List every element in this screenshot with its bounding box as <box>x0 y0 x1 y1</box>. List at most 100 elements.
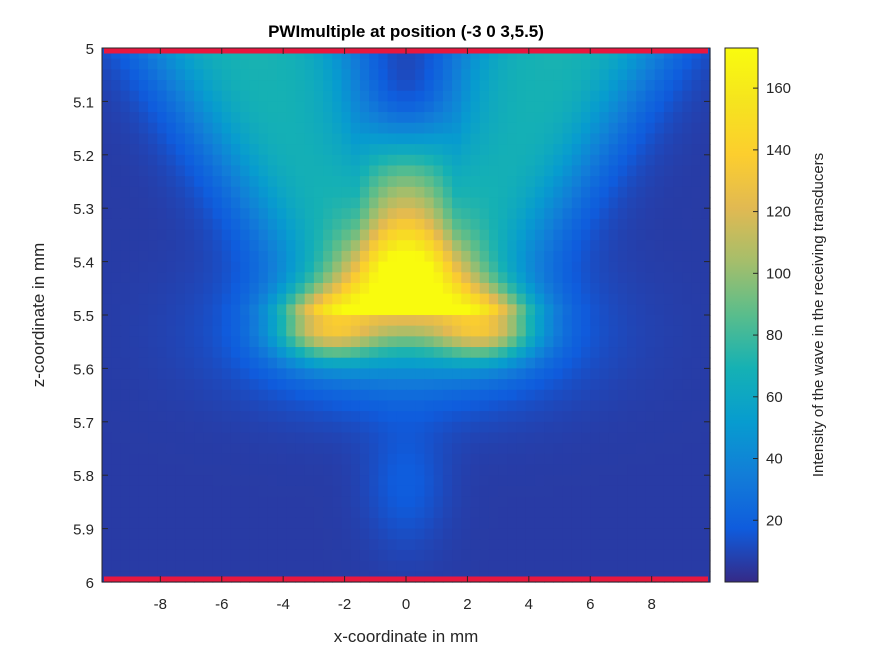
heatmap-cell <box>194 165 204 177</box>
colorbar-tick-label: 80 <box>766 327 783 344</box>
heatmap-cell <box>571 411 582 423</box>
heatmap-cell <box>553 282 564 295</box>
heatmap-cell <box>102 272 112 284</box>
heatmap-cell <box>175 304 186 316</box>
heatmap-cell <box>479 453 490 466</box>
heatmap-cell <box>148 549 158 562</box>
heatmap-cell <box>571 421 582 434</box>
heatmap-cell <box>534 240 545 252</box>
heatmap-cell <box>433 528 444 540</box>
heatmap-cell <box>479 250 490 263</box>
heatmap-cell <box>396 272 407 284</box>
heatmap-cell <box>341 122 352 135</box>
heatmap-cell <box>341 90 352 102</box>
heatmap-cell <box>120 315 131 327</box>
heatmap-cell <box>277 112 287 124</box>
heatmap-cell <box>341 400 352 412</box>
heatmap-cell <box>341 517 352 530</box>
heatmap-cell <box>378 485 389 498</box>
heatmap-cell <box>581 421 591 434</box>
heatmap-cell <box>461 400 472 412</box>
heatmap-cell <box>691 144 702 156</box>
heatmap-cell <box>581 336 591 348</box>
heatmap-cell <box>267 421 278 434</box>
heatmap-cell <box>525 443 536 455</box>
heatmap-cell <box>267 389 278 402</box>
heatmap-cell <box>138 507 149 519</box>
heatmap-cell <box>645 240 656 252</box>
heatmap-cell <box>691 443 702 455</box>
heatmap-cell <box>636 261 647 273</box>
heatmap-cell <box>194 411 204 423</box>
heatmap-cell <box>562 464 573 476</box>
heatmap-cell <box>138 176 149 188</box>
heatmap-cell <box>129 218 140 231</box>
heatmap-cell <box>258 186 269 199</box>
heatmap-cell <box>479 528 490 540</box>
heatmap-cell <box>654 325 665 337</box>
heatmap-cell <box>304 421 315 434</box>
heatmap-cell <box>608 528 619 540</box>
heatmap-cell <box>590 560 601 572</box>
heatmap-cell <box>691 432 702 444</box>
heatmap-cell <box>617 357 628 369</box>
heatmap-cell <box>691 229 702 241</box>
heatmap-cell <box>645 432 656 444</box>
heatmap-cell <box>433 58 444 70</box>
heatmap-cell <box>433 186 444 199</box>
heatmap-cell <box>608 69 619 81</box>
heatmap-cell <box>396 475 407 487</box>
heatmap-cell <box>304 453 315 466</box>
heatmap-cell <box>488 165 499 177</box>
heatmap-cell <box>203 80 214 92</box>
heatmap-cell <box>442 58 453 70</box>
heatmap-cell <box>581 549 591 562</box>
heatmap-cell <box>157 507 168 519</box>
heatmap-cell <box>599 379 610 391</box>
heatmap-cell <box>562 240 573 252</box>
heatmap-cell <box>406 90 416 102</box>
heatmap-cell <box>138 411 149 423</box>
heatmap-cell <box>663 154 674 167</box>
heatmap-cell <box>673 240 683 252</box>
heatmap-cell <box>461 507 472 519</box>
heatmap-cell <box>553 250 564 263</box>
heatmap-cell <box>581 154 591 167</box>
heatmap-cell <box>525 250 536 263</box>
heatmap-cell <box>286 240 297 252</box>
heatmap-cell <box>323 250 333 263</box>
heatmap-cell <box>534 453 545 466</box>
heatmap-cell <box>645 475 656 487</box>
heatmap-cell <box>599 218 610 231</box>
heatmap-cell <box>157 48 168 60</box>
heatmap-cell <box>581 272 591 284</box>
heatmap-cell <box>267 539 278 551</box>
heatmap-cell <box>498 357 508 369</box>
heatmap-cell <box>212 293 223 305</box>
heatmap-cell <box>507 112 518 124</box>
heatmap-cell <box>378 133 389 145</box>
heatmap-cell <box>700 197 711 209</box>
heatmap-cell <box>304 58 315 70</box>
heatmap-cell <box>304 218 315 231</box>
heatmap-cell <box>433 357 444 369</box>
heatmap-cell <box>691 560 702 572</box>
heatmap-cell <box>120 90 131 102</box>
heatmap-cell <box>230 464 241 476</box>
heatmap-cell <box>249 101 260 113</box>
heatmap-cell <box>673 517 683 530</box>
heatmap-cell <box>120 453 131 466</box>
heatmap-cell <box>396 485 407 498</box>
heatmap-cell <box>452 336 462 348</box>
heatmap-cell <box>212 560 223 572</box>
heatmap-cell <box>415 560 426 572</box>
heatmap-cell <box>249 144 260 156</box>
heatmap-cell <box>608 368 619 380</box>
heatmap-cell <box>230 90 241 102</box>
heatmap-cell <box>627 176 637 188</box>
heatmap-cell <box>562 389 573 402</box>
heatmap-cell <box>553 379 564 391</box>
heatmap-cell <box>184 379 195 391</box>
heatmap-cell <box>267 400 278 412</box>
heatmap-cell <box>378 186 389 199</box>
